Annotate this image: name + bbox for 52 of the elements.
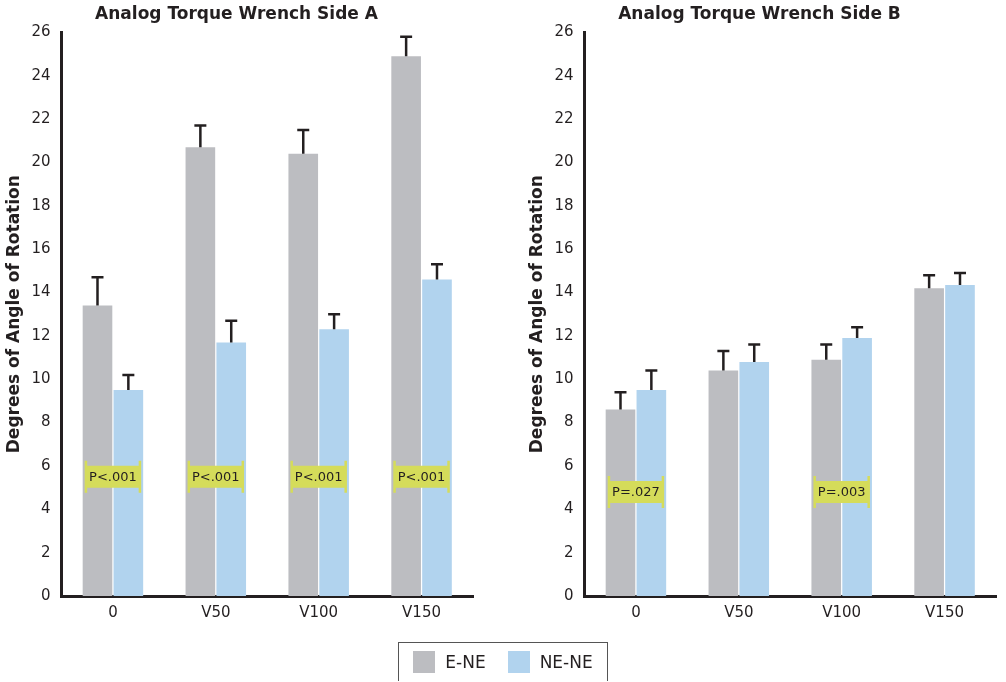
bar xyxy=(945,284,975,596)
annotation: P=.027 xyxy=(612,484,660,500)
y-tick-label: 14 xyxy=(554,282,574,301)
y-tick-label: 22 xyxy=(554,109,574,127)
y-axis-title: Degrees of Angle of Rotation xyxy=(2,175,23,454)
x-tick-label: V50 xyxy=(724,602,754,621)
x-tick-label: 0 xyxy=(108,602,118,621)
y-tick-label: 0 xyxy=(563,585,574,604)
y-tick-label: 22 xyxy=(31,109,51,127)
y-tick-label: 2 xyxy=(563,542,574,561)
bar xyxy=(708,370,739,596)
x-tick-label: V150 xyxy=(925,602,965,621)
x-tick-label: V100 xyxy=(822,602,862,621)
x-tick-label: 0 xyxy=(631,602,641,621)
x-tick-label: V50 xyxy=(201,602,231,621)
y-tick-label: 20 xyxy=(554,152,574,171)
y-tick-label: 8 xyxy=(563,412,574,431)
y-tick-label: 18 xyxy=(554,195,574,214)
y-tick-label: 16 xyxy=(554,239,574,258)
y-tick-label: 26 xyxy=(554,22,574,41)
y-tick-label: 16 xyxy=(31,239,51,258)
y-axis-title: Degrees of Angle of Rotation xyxy=(525,175,546,454)
x-tick-label: V150 xyxy=(402,602,442,621)
y-tick-label: 4 xyxy=(563,499,574,518)
chart-title: Analog Torque Wrench Side B xyxy=(618,2,901,23)
y-tick-label: 2 xyxy=(40,542,51,561)
x-tick-label: V100 xyxy=(299,602,339,621)
y-tick-label: 24 xyxy=(31,65,51,84)
y-tick-label: 10 xyxy=(31,369,51,388)
y-tick-label: 12 xyxy=(31,325,51,344)
bar xyxy=(914,288,944,596)
y-tick-label: 26 xyxy=(31,22,51,41)
legend-label: NE-NE xyxy=(539,652,593,672)
y-tick-label: 14 xyxy=(31,282,51,301)
y-tick-label: 6 xyxy=(563,455,574,474)
bar xyxy=(739,361,770,596)
y-tick-label: 8 xyxy=(40,412,51,431)
legend-label: E-NE xyxy=(445,652,486,672)
y-tick-label: 10 xyxy=(554,369,574,388)
y-tick-label: 24 xyxy=(554,65,574,84)
y-tick-label: 0 xyxy=(40,585,51,604)
annotation: P<.001 xyxy=(397,469,446,485)
y-tick-label: 20 xyxy=(31,152,51,171)
y-tick-label: 12 xyxy=(554,325,574,344)
y-tick-label: 4 xyxy=(40,499,51,518)
annotation: P<.001 xyxy=(191,469,240,485)
annotation: P<.001 xyxy=(294,469,343,485)
annotation: P=.003 xyxy=(817,484,866,500)
chart-title: Analog Torque Wrench Side A xyxy=(95,2,379,23)
annotation: P<.001 xyxy=(89,469,137,485)
y-tick-label: 6 xyxy=(40,455,51,474)
y-tick-label: 18 xyxy=(31,195,51,214)
